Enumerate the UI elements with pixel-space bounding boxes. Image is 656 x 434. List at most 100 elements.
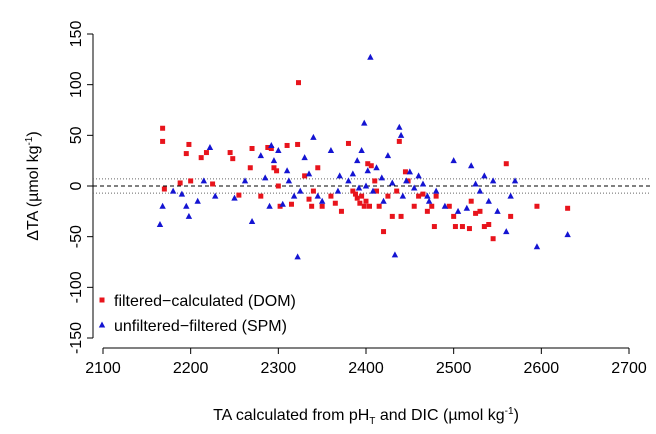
point — [391, 251, 399, 258]
point — [230, 156, 236, 162]
point — [468, 198, 474, 204]
y-tick-label: -50 — [68, 225, 85, 248]
legend-label: filtered−calculated (DOM) — [114, 293, 296, 310]
point — [481, 224, 487, 230]
point — [416, 193, 422, 199]
x-label-part: ) — [514, 407, 519, 424]
point — [309, 203, 315, 209]
point — [365, 161, 371, 167]
point — [362, 182, 370, 189]
point — [302, 173, 308, 179]
x-tick-label: 2400 — [348, 360, 384, 377]
point — [361, 203, 367, 209]
point — [385, 193, 391, 199]
point — [459, 224, 465, 230]
point — [361, 119, 368, 126]
point — [381, 229, 387, 235]
point — [406, 168, 414, 175]
point — [354, 157, 361, 164]
point — [206, 143, 214, 150]
point — [420, 191, 426, 197]
point — [212, 192, 219, 199]
point — [318, 197, 326, 204]
point — [354, 195, 360, 201]
x-label-part: TA calculated from pH — [213, 407, 369, 424]
point — [301, 154, 308, 161]
point — [210, 181, 216, 187]
point — [275, 147, 282, 154]
point — [297, 187, 304, 194]
point — [389, 213, 395, 219]
point — [334, 187, 342, 194]
point — [161, 186, 167, 192]
point — [476, 187, 484, 194]
point — [160, 138, 166, 144]
point — [398, 213, 404, 219]
point — [424, 208, 430, 214]
point — [319, 203, 325, 209]
point — [236, 192, 242, 198]
point — [274, 168, 280, 174]
x-tick-label: 2200 — [173, 360, 209, 377]
point — [431, 224, 437, 230]
point — [473, 210, 479, 216]
point — [241, 177, 249, 184]
point — [452, 224, 458, 230]
point — [285, 177, 293, 184]
point — [367, 53, 374, 60]
point — [336, 172, 343, 179]
point — [419, 180, 427, 187]
point — [441, 202, 449, 209]
y-axis-label: ΔTA (µmol kg-1) — [24, 131, 42, 240]
point — [364, 167, 371, 174]
point — [279, 200, 286, 207]
x-tick-label: 2500 — [436, 360, 472, 377]
point — [503, 228, 510, 235]
point — [396, 138, 402, 144]
point — [394, 188, 400, 194]
point — [183, 202, 190, 209]
point — [247, 165, 253, 171]
x-label-sup: -1 — [505, 406, 514, 417]
point — [564, 231, 571, 238]
point — [472, 180, 479, 187]
point — [271, 165, 277, 171]
point — [183, 151, 189, 157]
y-tick-label: 150 — [68, 21, 85, 48]
point — [507, 192, 514, 199]
point — [169, 187, 177, 194]
point — [294, 253, 301, 260]
point — [355, 184, 363, 191]
point — [466, 226, 472, 232]
point — [565, 205, 571, 211]
point — [494, 207, 501, 214]
point — [380, 197, 387, 204]
point — [367, 203, 373, 209]
y-tick-label: 0 — [68, 181, 85, 190]
point — [327, 147, 335, 154]
x-axis-label: TA calculated from pHT and DIC (µmol kg-… — [213, 406, 519, 427]
point — [429, 203, 435, 209]
legend-marker — [99, 297, 105, 303]
point — [231, 194, 238, 201]
point — [310, 188, 316, 194]
point — [374, 188, 380, 194]
legend-marker — [98, 321, 106, 328]
point — [402, 169, 408, 175]
point — [485, 197, 492, 204]
legend-label: unfiltered−filtered (SPM) — [114, 318, 287, 335]
point — [384, 152, 392, 159]
x-tick-label: 2300 — [261, 360, 297, 377]
point — [266, 202, 273, 209]
point — [350, 188, 356, 194]
point — [306, 196, 312, 202]
point — [203, 150, 209, 156]
point — [425, 197, 433, 204]
point — [185, 212, 193, 219]
point — [490, 236, 496, 242]
point — [332, 200, 338, 206]
point — [178, 190, 186, 197]
y-label-sup: -1 — [24, 136, 35, 145]
point — [489, 177, 497, 184]
